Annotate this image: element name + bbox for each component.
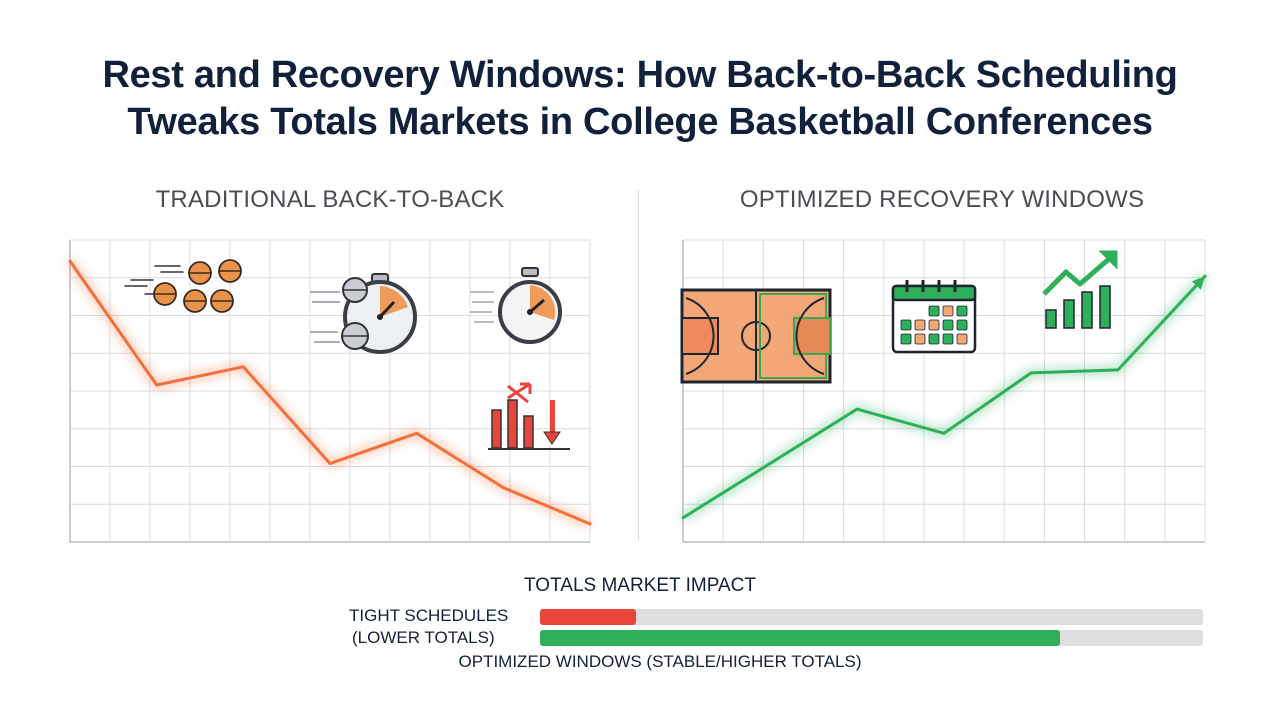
basketball-court-icon [680,288,832,384]
tight-bar-track [540,609,1203,625]
series-line [681,274,1207,520]
calendar-cell [914,319,926,331]
declining-bars-icon [488,382,570,450]
axis [69,240,590,543]
optimized-bar-fill [540,630,1061,646]
calendar-icon [891,280,977,354]
series-line [68,259,592,526]
calendar-cell [942,305,954,317]
tight-label-line2: (LOWER TOTALS) [352,628,495,647]
optimized-label: OPTIMIZED WINDOWS (STABLE/HIGHER TOTALS) [458,652,862,671]
calendar-cell [928,319,940,331]
calendar-cell [956,319,968,331]
left-trend-line [66,258,592,529]
panel-divider [638,190,639,540]
basketballs-motion-icon [124,259,242,313]
stopwatch-basketball-icon [310,273,417,354]
calendar-cell [956,333,968,345]
title-line-1: Rest and Recovery Windows: How Back-to-B… [102,54,1178,96]
title-line-2: Tweaks Totals Markets in College Basketb… [127,101,1153,143]
impact-title: TOTALS MARKET IMPACT [524,575,756,596]
calendar-cell [900,333,912,345]
stopwatch-icon [470,267,562,344]
trend-arrowhead [1191,276,1205,290]
right-panel-label: OPTIMIZED RECOVERY WINDOWS [739,186,1145,213]
right-trend-line [680,273,1209,522]
calendar-cell [956,305,968,317]
left-panel-label: TRADITIONAL BACK-TO-BACK [155,186,505,213]
calendar-cell [914,333,926,345]
tight-label-line1: TIGHT SCHEDULES [349,606,509,625]
calendar-cell [928,305,940,317]
rising-bars-icon [1042,250,1118,329]
chart-title: Rest and Recovery Windows: How Back-to-B… [0,52,1280,146]
tight-bar-fill [540,609,637,625]
calendar-cell [928,333,940,345]
optimized-bar-track [540,630,1203,646]
calendar-cell [900,319,912,331]
calendar-cell [942,333,954,345]
calendar-cell [942,319,954,331]
